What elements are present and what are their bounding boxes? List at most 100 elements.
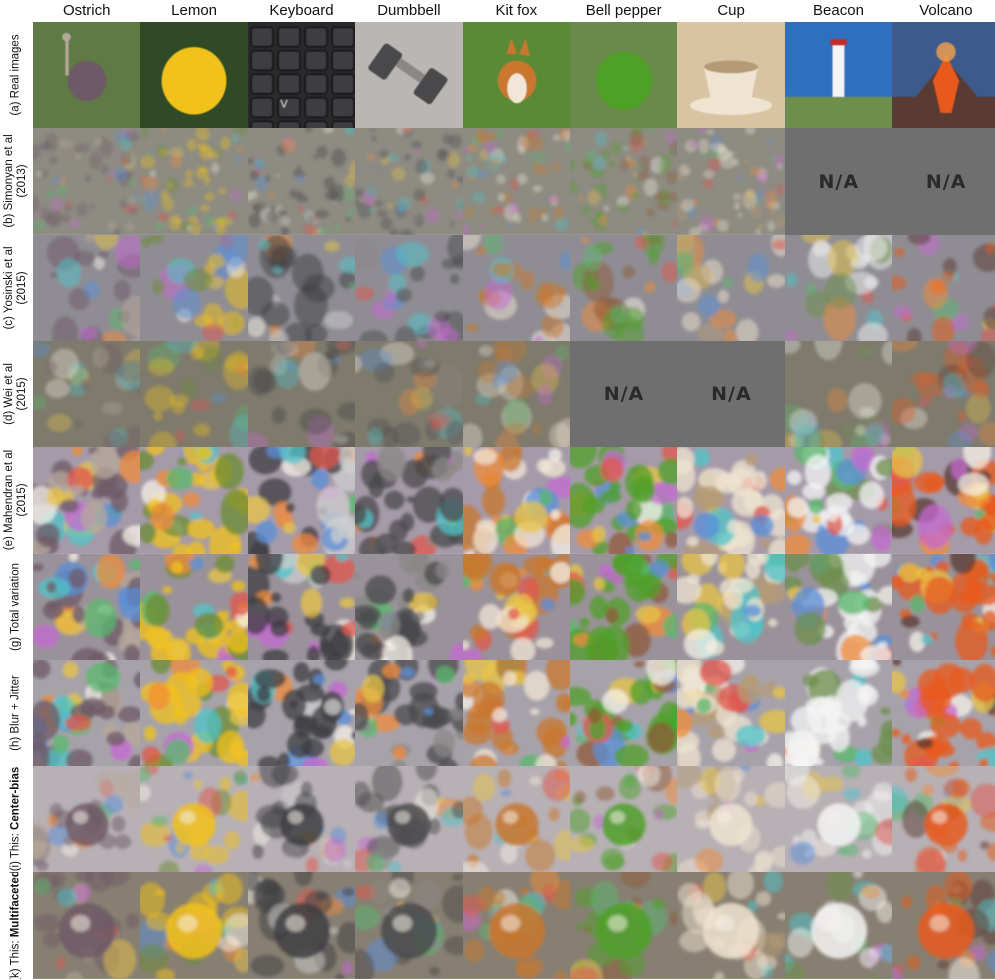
visualization-image-total-variation-volcano [892, 553, 995, 661]
real-image-real-images-lemon [140, 22, 249, 129]
visualization-image-wei-dumbbell [355, 340, 464, 448]
real-image-real-images-keyboard: V [247, 22, 356, 129]
visualization-image-simonyan-keyboard [247, 128, 356, 236]
real-image-real-images-volcano [892, 22, 995, 129]
visualization-image-total-variation-cup [677, 553, 786, 661]
visualization-image-wei-ostrich [33, 340, 141, 448]
real-image-real-images-dumbbell [355, 22, 464, 129]
visualization-image-center-bias-ostrich [33, 766, 141, 873]
visualization-image-yosinski-kit-fox [462, 234, 571, 342]
column-header-bell-pepper: Bell pepper [585, 2, 662, 19]
visualization-image-multifaceted-ostrich [33, 872, 141, 980]
row-label-multifaceted: (k) This: Multifaceted [9, 872, 22, 979]
visualization-image-multifaceted-dumbbell [355, 872, 464, 980]
column-header-ostrich: Ostrich [62, 2, 111, 19]
visualization-image-blur-jitter-cup [677, 659, 786, 767]
row-label-real-images: (a) Real images [9, 34, 22, 116]
svg-text:V: V [280, 99, 288, 111]
na-label: N/A [603, 383, 645, 406]
na-label: N/A [818, 170, 860, 193]
visualization-image-mahendran-beacon [784, 447, 893, 555]
visualization-image-simonyan-lemon [140, 128, 249, 236]
row-label-mahendran: (e) Mahendran et al (2015) [3, 450, 28, 551]
visualization-image-total-variation-keyboard [247, 553, 356, 661]
visualization-image-center-bias-bell-pepper [570, 766, 678, 873]
visualization-image-center-bias-keyboard [247, 766, 356, 873]
visualization-image-mahendran-ostrich [33, 447, 141, 555]
visualization-image-center-bias-dumbbell [355, 766, 464, 873]
visualization-image-simonyan-ostrich [33, 128, 141, 236]
visualization-image-blur-jitter-kit-fox [462, 659, 571, 767]
visualization-image-simonyan-dumbbell [355, 128, 464, 236]
na-cell-simonyan-beacon: N/A [784, 128, 893, 236]
na-label: N/A [925, 170, 967, 193]
visualization-image-yosinski-bell-pepper [570, 234, 678, 342]
real-image-real-images-ostrich [33, 22, 141, 129]
visualization-image-simonyan-cup [677, 128, 786, 236]
visualization-image-multifaceted-beacon [784, 872, 893, 980]
visualization-image-wei-beacon [784, 340, 893, 448]
visualization-image-wei-lemon [140, 340, 249, 448]
visualization-image-total-variation-kit-fox [462, 553, 571, 661]
visualization-image-blur-jitter-ostrich [33, 659, 141, 767]
visualization-image-total-variation-dumbbell [355, 553, 464, 661]
visualization-image-total-variation-ostrich [33, 553, 141, 661]
visualization-image-multifaceted-volcano [892, 872, 995, 980]
visualization-image-multifaceted-keyboard [247, 872, 356, 980]
column-header-lemon: Lemon [171, 2, 218, 19]
visualization-image-wei-volcano [892, 340, 995, 448]
visualization-image-simonyan-bell-pepper [570, 128, 678, 236]
column-header-volcano: Volcano [919, 2, 973, 19]
visualization-image-total-variation-lemon [140, 553, 249, 661]
na-cell-wei-cup: N/A [677, 340, 786, 448]
row-label-center-bias: (i) This: Center-bias [9, 766, 22, 872]
real-image-real-images-cup [677, 22, 786, 129]
row-label-total-variation: (g) Total variation [9, 562, 22, 651]
visualization-image-blur-jitter-lemon [140, 659, 249, 767]
visualization-image-blur-jitter-keyboard [247, 659, 356, 767]
visualization-image-mahendran-cup [677, 447, 786, 555]
real-image-real-images-beacon [784, 22, 893, 129]
visualization-image-blur-jitter-beacon [784, 659, 893, 767]
row-label-blur-jitter: (h) Blur + Jitter [9, 675, 22, 751]
visualization-image-blur-jitter-volcano [892, 659, 995, 767]
na-cell-wei-bell-pepper: N/A [570, 340, 678, 448]
row-label-wei: (d) Wei et al (2015) [3, 363, 28, 425]
row-label-yosinski: (c) Yosinski et al (2015) [3, 246, 28, 330]
column-header-cup: Cup [717, 2, 745, 19]
visualization-image-mahendran-dumbbell [355, 447, 464, 555]
na-label: N/A [711, 383, 752, 406]
visualization-image-wei-kit-fox [462, 340, 571, 448]
visualization-image-yosinski-keyboard [247, 234, 356, 342]
visualization-image-mahendran-keyboard [247, 447, 356, 555]
visualization-image-multifaceted-bell-pepper [570, 872, 678, 980]
visualization-image-mahendran-bell-pepper [570, 447, 678, 555]
visualization-image-center-bias-kit-fox [462, 766, 571, 873]
visualization-image-total-variation-bell-pepper [570, 553, 678, 661]
row-label-simonyan: (b) Simonyan et al (2013) [3, 134, 28, 229]
visualization-image-multifaceted-kit-fox [462, 872, 571, 980]
visualization-image-mahendran-kit-fox [462, 447, 571, 555]
visualization-image-center-bias-beacon [784, 766, 893, 873]
column-header-keyboard: Keyboard [269, 2, 334, 19]
visualization-image-yosinski-lemon [140, 234, 249, 342]
column-header-beacon: Beacon [813, 2, 864, 19]
visualization-image-blur-jitter-dumbbell [355, 659, 464, 767]
visualization-image-center-bias-volcano [892, 766, 995, 873]
visualization-image-center-bias-cup [677, 766, 786, 873]
visualization-image-total-variation-beacon [784, 553, 893, 661]
visualization-image-yosinski-dumbbell [355, 234, 464, 342]
visualization-image-yosinski-ostrich [33, 234, 141, 342]
visualization-image-center-bias-lemon [140, 766, 249, 873]
visualization-image-yosinski-cup [677, 234, 786, 342]
visualization-image-wei-keyboard [247, 340, 356, 448]
visualization-image-mahendran-volcano [892, 447, 995, 555]
column-header-kit-fox: Kit fox [495, 2, 538, 19]
real-image-real-images-bell-pepper [570, 22, 678, 129]
visualization-image-simonyan-kit-fox [462, 128, 571, 236]
visualization-image-blur-jitter-bell-pepper [570, 659, 678, 767]
real-image-real-images-kit-fox [462, 22, 571, 129]
visualization-image-multifaceted-cup [677, 872, 786, 980]
column-header-dumbbell: Dumbbell [377, 2, 441, 19]
